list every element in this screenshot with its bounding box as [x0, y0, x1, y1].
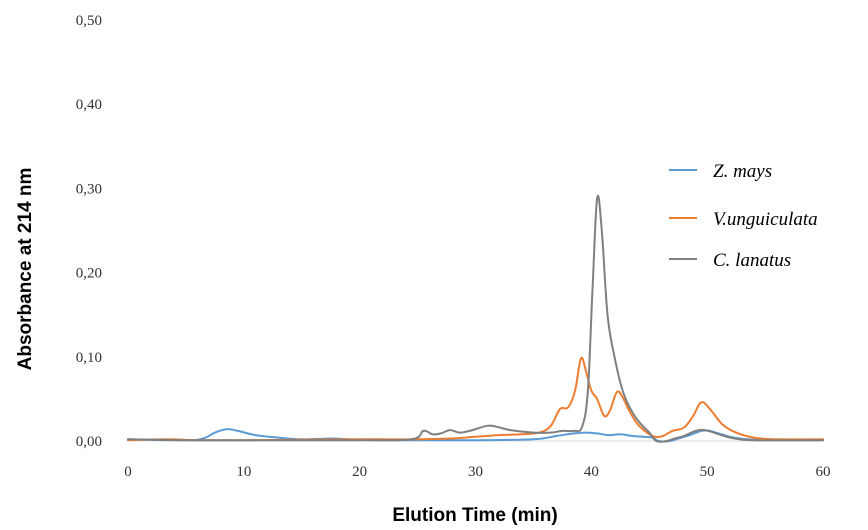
y-tick-label: 0,10: [76, 350, 102, 366]
x-tick-label: 50: [700, 464, 715, 480]
y-tick-label: 0,00: [76, 434, 102, 450]
y-tick-label: 0,40: [76, 97, 102, 113]
y-axis-ticks: 0,00 0,10 0,20 0,30 0,40 0,50: [76, 13, 102, 450]
x-tick-label: 0: [124, 464, 132, 480]
x-tick-label: 10: [236, 464, 251, 480]
y-axis-title: Absorbance at 214 nm: [15, 168, 36, 371]
series-line: [127, 356, 824, 442]
plot-area: [127, 194, 824, 443]
y-tick-label: 0,30: [76, 181, 102, 197]
y-tick-label: 0,50: [76, 13, 102, 29]
legend: Z. mays V.unguiculata C. lanatus: [669, 161, 818, 271]
x-tick-label: 60: [816, 464, 831, 480]
x-axis-ticks: 0 10 20 30 40 50 60: [124, 464, 830, 480]
x-tick-label: 20: [352, 464, 367, 480]
x-tick-label: 30: [468, 464, 483, 480]
x-axis-title: Elution Time (min): [392, 505, 557, 526]
y-tick-label: 0,20: [76, 266, 102, 282]
x-tick-label: 40: [584, 464, 599, 480]
series-line: [127, 194, 824, 443]
legend-label: V.unguiculata: [713, 209, 818, 230]
legend-label: C. lanatus: [713, 250, 791, 271]
legend-label: Z. mays: [713, 161, 772, 182]
